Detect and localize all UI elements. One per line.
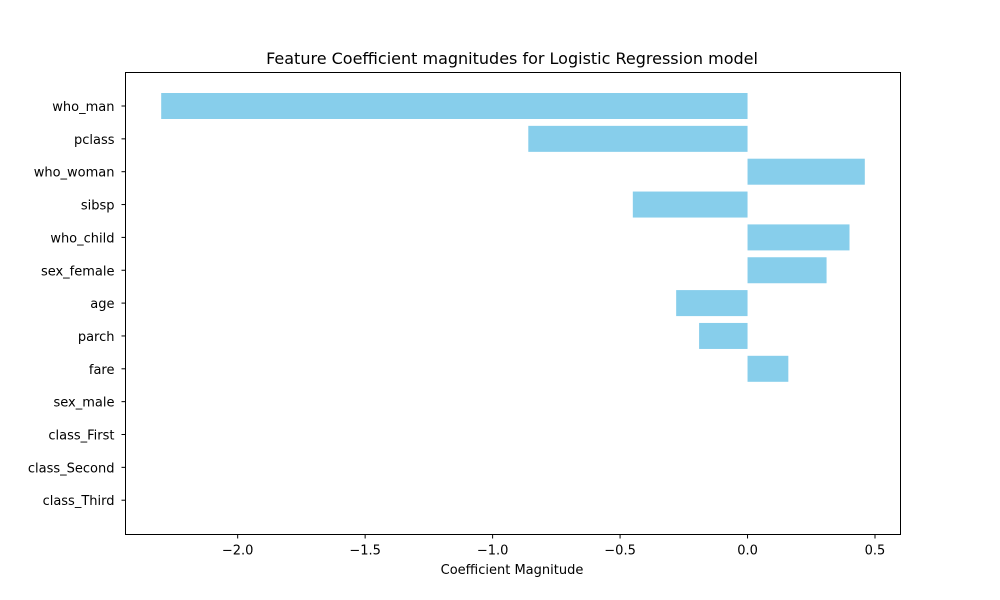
chart-title: Feature Coefficient magnitudes for Logis… <box>266 49 758 68</box>
y-tick-label-class-third: class_Third <box>43 494 115 509</box>
x-tick-label: 0.5 <box>865 544 886 559</box>
y-tick-label-class-second: class_Second <box>28 461 115 476</box>
bars-layer <box>161 93 865 382</box>
y-tick-label-age: age <box>90 297 114 312</box>
x-tick-label: −1.0 <box>477 544 509 559</box>
y-tick-label-fare: fare <box>89 363 115 378</box>
y-tick-label-class-first: class_First <box>48 429 114 444</box>
bar-sibsp <box>632 191 748 218</box>
y-tick-label-who-woman: who_woman <box>34 166 115 181</box>
bar-pclass <box>528 125 748 152</box>
bar-who-man <box>161 93 748 119</box>
x-axis-ticks: −2.0 −1.5 −1.0 −0.5 0.0 0.5 <box>222 534 886 559</box>
bar-parch <box>699 322 748 349</box>
x-tick-label: 0.0 <box>737 544 758 559</box>
y-tick-label-who-man: who_man <box>52 100 114 115</box>
y-tick-label-sibsp: sibsp <box>81 199 115 214</box>
bar-fare <box>747 355 789 382</box>
y-tick-label-sex-female: sex_female <box>41 264 115 279</box>
x-axis-label: Coefficient Magnitude <box>441 563 584 578</box>
bar-age <box>676 290 748 317</box>
bar-sex-female <box>747 257 827 284</box>
bar-who-woman <box>747 158 865 185</box>
y-tick-label-parch: parch <box>78 330 115 345</box>
bar-who-child <box>747 224 850 251</box>
x-tick-label: −1.5 <box>349 544 381 559</box>
y-tick-label-pclass: pclass <box>74 133 115 148</box>
y-tick-label-sex-male: sex_male <box>54 396 115 411</box>
x-tick-label: −2.0 <box>222 544 254 559</box>
plot-frame <box>125 72 901 535</box>
y-tick-label-who-child: who_child <box>50 231 114 246</box>
x-tick-label: −0.5 <box>604 544 636 559</box>
